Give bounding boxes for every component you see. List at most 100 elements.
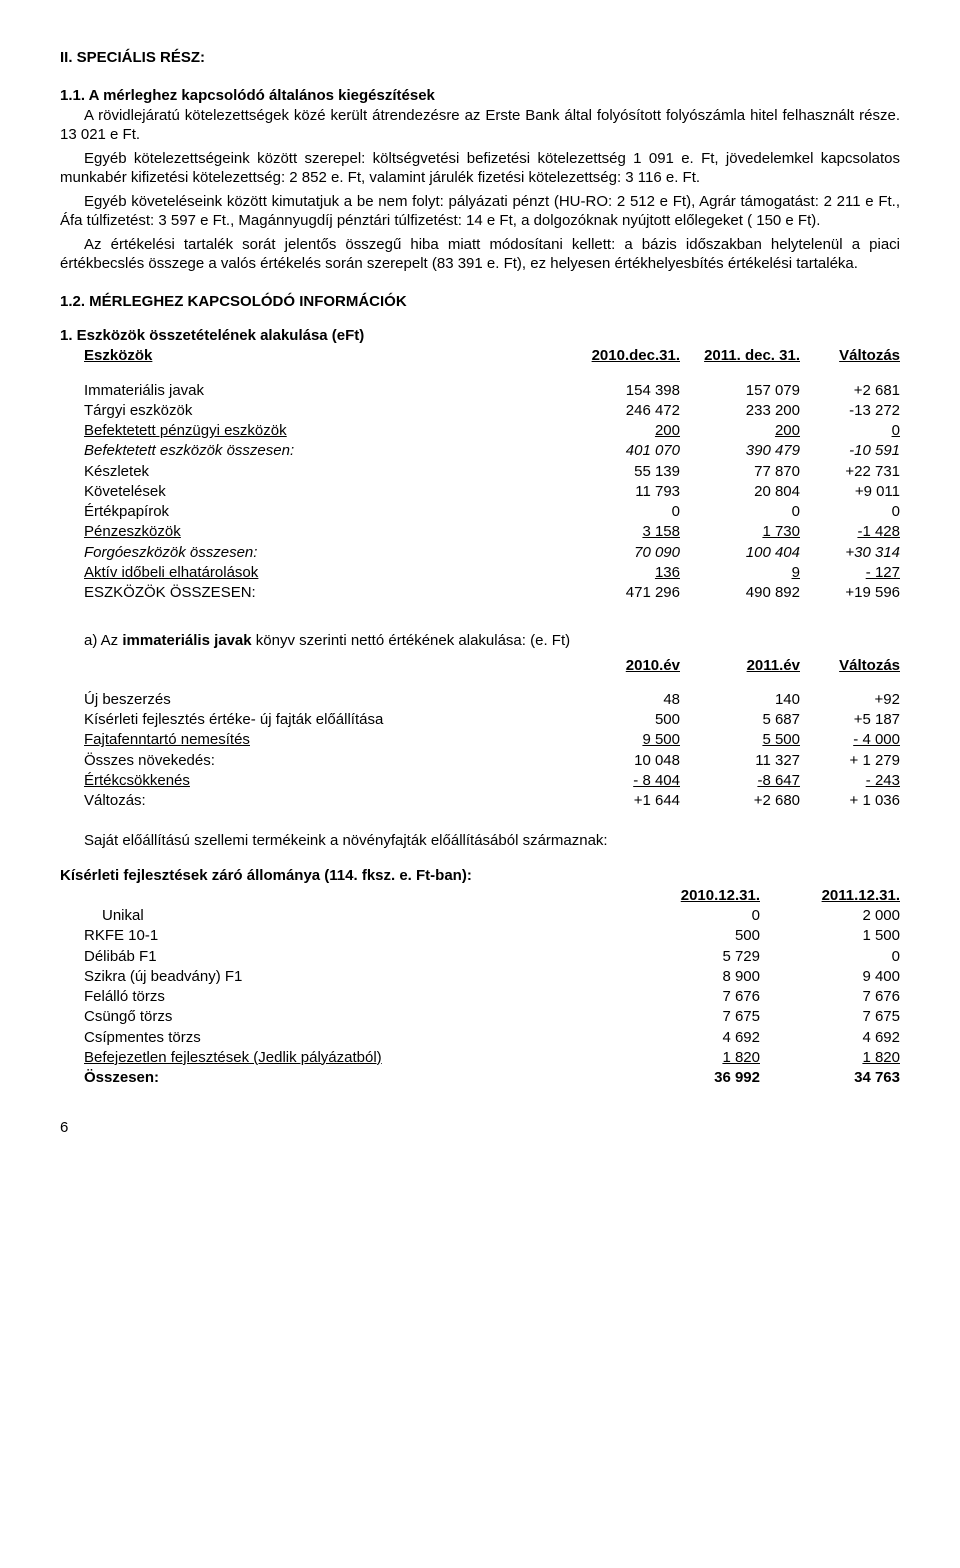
row-c3: +92 (800, 690, 900, 710)
table-row: Kísérleti fejlesztés értéke- új fajták e… (84, 710, 900, 730)
row-label: Pénzeszközök (84, 522, 560, 542)
row-c1: 0 (620, 906, 760, 926)
table-row: Tárgyi eszközök246 472233 200-13 272 (84, 401, 900, 421)
table3-head-c1: 2010.12.31. (620, 886, 760, 906)
row-c2: +2 680 (680, 791, 800, 811)
table2-intro-b: immateriális javak (122, 632, 251, 649)
table1-header: Eszközök 2010.dec.31. 2011. dec. 31. Vál… (60, 346, 900, 366)
table-row: Immateriális javak154 398157 079+2 681 (84, 381, 900, 401)
row-label: ESZKÖZÖK ÖSSZESEN: (84, 583, 560, 603)
table1-title: 1. Eszközök összetételének alakulása (eF… (60, 326, 900, 346)
row-c2: 20 804 (680, 482, 800, 502)
table-row: ESZKÖZÖK ÖSSZESEN:471 296490 892+19 596 (84, 583, 900, 603)
table1-body: Immateriális javak154 398157 079+2 681Tá… (60, 381, 900, 604)
row-c1: 55 139 (560, 462, 680, 482)
table2-head-c1: 2010.év (560, 656, 680, 676)
row-c2: 157 079 (680, 381, 800, 401)
table-row: Követelések11 79320 804+9 011 (84, 482, 900, 502)
table-row: Készletek55 13977 870+22 731 (84, 462, 900, 482)
row-c1: 154 398 (560, 381, 680, 401)
row-c1: 200 (560, 421, 680, 441)
table-row: Csüngő törzs7 6757 675 (84, 1007, 900, 1027)
row-c2: 4 692 (760, 1028, 900, 1048)
row-c3: - 127 (800, 563, 900, 583)
row-c2: 1 730 (680, 522, 800, 542)
table-row: Változás:+1 644+2 680+ 1 036 (84, 791, 900, 811)
row-c2: 5 687 (680, 710, 800, 730)
row-c3: -10 591 (800, 441, 900, 461)
row-c1: 10 048 (560, 751, 680, 771)
row-c1: 9 500 (560, 730, 680, 750)
row-label: Tárgyi eszközök (84, 401, 560, 421)
table-row: Forgóeszközök összesen:70 090100 404+30 … (84, 543, 900, 563)
row-c2: 140 (680, 690, 800, 710)
row-label: Kísérleti fejlesztés értéke- új fajták e… (84, 710, 560, 730)
table-row: Értékcsökkenés- 8 404-8 647- 243 (84, 771, 900, 791)
row-c2: 9 400 (760, 967, 900, 987)
row-label: Forgóeszközök összesen: (84, 543, 560, 563)
row-c2: 2 000 (760, 906, 900, 926)
row-c1: 48 (560, 690, 680, 710)
table-row: Összesen:36 99234 763 (84, 1068, 900, 1088)
table-row: RKFE 10-15001 500 (84, 926, 900, 946)
row-label: Változás: (84, 791, 560, 811)
table2-body: Új beszerzés48140+92Kísérleti fejlesztés… (60, 690, 900, 812)
paragraph-1a: A rövidlejáratú kötelezettségek közé ker… (60, 106, 900, 145)
table-row: Új beszerzés48140+92 (84, 690, 900, 710)
row-c2: -8 647 (680, 771, 800, 791)
row-label: Délibáb F1 (84, 947, 620, 967)
row-c3: + 1 036 (800, 791, 900, 811)
table-row: Unikal02 000 (84, 906, 900, 926)
row-label: Befektetett pénzügyi eszközök (84, 421, 560, 441)
row-c1: 3 158 (560, 522, 680, 542)
row-c3: 0 (800, 502, 900, 522)
row-label: Aktív időbeli elhatárolások (84, 563, 560, 583)
origin-para: Saját előállítású szellemi termékeink a … (84, 831, 900, 851)
row-c2: 11 327 (680, 751, 800, 771)
row-c3: 0 (800, 421, 900, 441)
row-label: Befektetett eszközök összesen: (84, 441, 560, 461)
table2-head-c2: 2011.év (680, 656, 800, 676)
table3-body: Unikal02 000RKFE 10-15001 500Délibáb F15… (60, 906, 900, 1088)
row-c2: 5 500 (680, 730, 800, 750)
subheading-1-1: 1.1. A mérleghez kapcsolódó általános ki… (60, 86, 900, 106)
row-c2: 1 500 (760, 926, 900, 946)
row-c1: 1 820 (620, 1048, 760, 1068)
table3-title: Kísérleti fejlesztések záró állománya (1… (60, 866, 900, 886)
table-row: Befejezetlen fejlesztések (Jedlik pályáz… (84, 1048, 900, 1068)
row-c1: 7 676 (620, 987, 760, 1007)
row-c2: 1 820 (760, 1048, 900, 1068)
row-c3: +30 314 (800, 543, 900, 563)
row-c2: 0 (680, 502, 800, 522)
paragraph-1d: Az értékelési tartalék sorát jelentős ös… (60, 235, 900, 274)
table1-head-c3: Változás (800, 346, 900, 366)
table-row: Aktív időbeli elhatárolások1369- 127 (84, 563, 900, 583)
row-c3: +19 596 (800, 583, 900, 603)
row-c1: 0 (560, 502, 680, 522)
row-label: Csípmentes törzs (84, 1028, 620, 1048)
row-c1: 11 793 (560, 482, 680, 502)
row-c3: -13 272 (800, 401, 900, 421)
table2-header: 2010.év 2011.év Változás (60, 656, 900, 676)
row-c1: 4 692 (620, 1028, 760, 1048)
row-c2: 0 (760, 947, 900, 967)
row-c3: - 243 (800, 771, 900, 791)
row-c2: 233 200 (680, 401, 800, 421)
row-c2: 390 479 (680, 441, 800, 461)
table-row: Befektetett pénzügyi eszközök2002000 (84, 421, 900, 441)
page-number: 6 (60, 1118, 900, 1138)
row-c2: 7 675 (760, 1007, 900, 1027)
row-c2: 100 404 (680, 543, 800, 563)
row-c1: 500 (620, 926, 760, 946)
table2-head-c3: Változás (800, 656, 900, 676)
row-c1: 471 296 (560, 583, 680, 603)
table-row: Fajtafenntartó nemesítés9 5005 500- 4 00… (84, 730, 900, 750)
row-c3: +9 011 (800, 482, 900, 502)
row-c1: 246 472 (560, 401, 680, 421)
row-c2: 490 892 (680, 583, 800, 603)
subheading-1-2: 1.2. MÉRLEGHEZ KAPCSOLÓDÓ INFORMÁCIÓK (60, 292, 900, 312)
row-label: Értékpapírok (84, 502, 560, 522)
table2-intro-c: könyv szerinti nettó értékének alakulása… (252, 632, 570, 649)
row-c1: 7 675 (620, 1007, 760, 1027)
row-c3: + 1 279 (800, 751, 900, 771)
